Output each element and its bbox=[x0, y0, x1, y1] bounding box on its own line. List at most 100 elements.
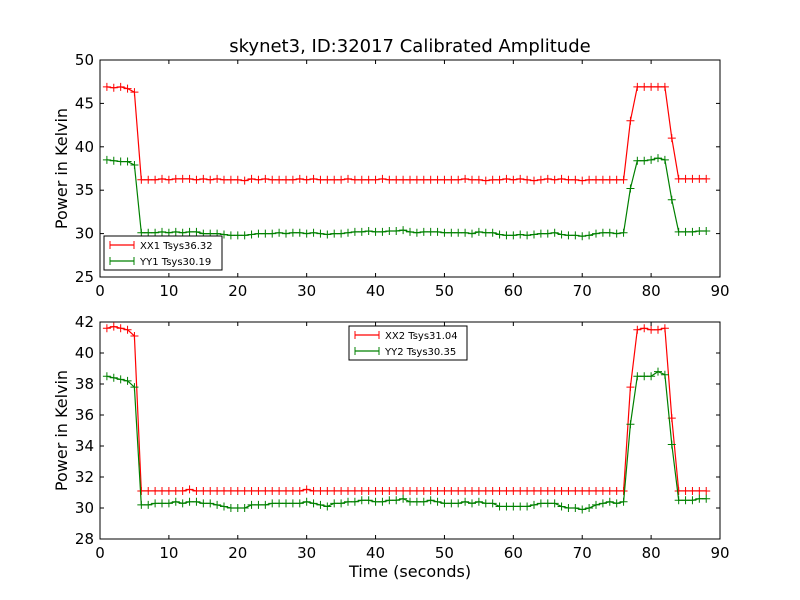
data-point bbox=[192, 175, 201, 184]
data-point bbox=[226, 504, 235, 512]
y-tick-label: 34 bbox=[75, 437, 94, 455]
legend-marker bbox=[354, 347, 380, 355]
data-point bbox=[316, 500, 325, 509]
data-point bbox=[660, 155, 669, 164]
data-point bbox=[350, 227, 359, 236]
y-tick-label: 28 bbox=[75, 530, 94, 548]
data-point bbox=[240, 176, 249, 185]
series-line-0-1 bbox=[106, 157, 707, 237]
data-point bbox=[419, 227, 428, 236]
data-point bbox=[702, 486, 711, 495]
data-point bbox=[468, 175, 476, 184]
data-point bbox=[412, 497, 421, 506]
legend-box bbox=[348, 325, 468, 361]
data-point bbox=[102, 82, 111, 91]
data-point bbox=[461, 228, 470, 237]
data-point bbox=[247, 230, 256, 239]
data-point bbox=[536, 486, 545, 495]
data-point bbox=[123, 157, 132, 166]
data-point bbox=[378, 497, 387, 506]
data-point bbox=[419, 175, 428, 184]
data-point bbox=[171, 486, 180, 495]
data-point bbox=[206, 499, 215, 508]
data-point bbox=[220, 502, 228, 511]
top-plot: 0 10 20 30 40 50 60 70 80 90 25 30 35 40 45 50 Power in … bbox=[52, 51, 730, 300]
data-point bbox=[481, 176, 490, 185]
data-point bbox=[226, 175, 235, 184]
data-point bbox=[516, 502, 525, 511]
data-point bbox=[399, 226, 408, 235]
data-point bbox=[116, 324, 125, 333]
data-point bbox=[261, 229, 270, 238]
data-point bbox=[426, 496, 435, 505]
data-point bbox=[461, 497, 470, 506]
data-point bbox=[571, 231, 580, 240]
data-point bbox=[123, 376, 132, 385]
data-point bbox=[371, 175, 380, 184]
data-point bbox=[557, 486, 566, 495]
data-point bbox=[461, 486, 470, 495]
data-point bbox=[626, 116, 635, 125]
data-point bbox=[612, 486, 621, 495]
y-tick-label: 42 bbox=[75, 313, 94, 331]
data-point bbox=[481, 499, 490, 508]
data-point bbox=[268, 486, 277, 495]
data-point bbox=[282, 229, 290, 238]
data-point bbox=[550, 486, 559, 495]
data-point bbox=[681, 227, 690, 236]
data-point bbox=[523, 231, 532, 240]
legend-label: YY2 Tsys30.35 bbox=[384, 347, 456, 358]
data-point bbox=[130, 88, 139, 97]
x-tick-label: 30 bbox=[297, 544, 316, 562]
x-tick-label: 60 bbox=[504, 282, 523, 300]
data-point bbox=[247, 486, 256, 495]
data-point bbox=[578, 176, 587, 185]
data-point bbox=[530, 500, 538, 509]
data-point bbox=[254, 175, 263, 184]
data-point bbox=[702, 174, 711, 183]
data-point bbox=[619, 486, 628, 495]
data-point bbox=[605, 486, 614, 495]
data-point bbox=[357, 486, 366, 495]
data-point bbox=[192, 486, 201, 495]
data-point bbox=[116, 82, 125, 91]
data-point bbox=[226, 486, 235, 495]
plot-frame bbox=[99, 59, 721, 278]
data-point bbox=[261, 174, 270, 183]
data-point bbox=[185, 497, 194, 506]
data-point bbox=[412, 486, 421, 495]
data-point bbox=[144, 500, 153, 509]
data-point bbox=[392, 496, 401, 505]
data-point bbox=[171, 497, 180, 506]
data-point bbox=[137, 175, 146, 184]
data-point bbox=[295, 486, 304, 495]
data-point bbox=[550, 175, 559, 184]
data-point bbox=[109, 83, 118, 92]
y-axis-label: Power in Kelvin bbox=[52, 108, 71, 229]
data-point bbox=[344, 228, 352, 237]
data-point bbox=[440, 499, 449, 508]
data-point bbox=[640, 372, 649, 381]
data-point bbox=[295, 174, 304, 183]
data-point bbox=[254, 486, 263, 495]
x-tick-label: 0 bbox=[95, 544, 105, 562]
data-point bbox=[323, 486, 332, 495]
data-point bbox=[330, 499, 339, 508]
data-point bbox=[261, 500, 270, 509]
data-point bbox=[350, 175, 359, 184]
data-point bbox=[399, 494, 408, 503]
data-point bbox=[488, 499, 497, 508]
y-tick-label: 40 bbox=[75, 344, 94, 362]
data-point bbox=[275, 499, 284, 508]
data-point bbox=[371, 497, 380, 506]
data-point bbox=[295, 228, 304, 237]
data-point bbox=[316, 229, 325, 238]
data-point bbox=[213, 486, 222, 495]
data-point bbox=[598, 486, 607, 495]
data-point bbox=[164, 486, 173, 495]
data-point bbox=[288, 175, 297, 184]
bottom-plot: 0 10 20 30 40 50 60 70 80 90 28 30 32 34 36 38 40 42 Power… bbox=[52, 313, 730, 562]
data-point bbox=[164, 175, 173, 184]
data-point bbox=[433, 486, 442, 495]
data-point bbox=[385, 226, 394, 235]
